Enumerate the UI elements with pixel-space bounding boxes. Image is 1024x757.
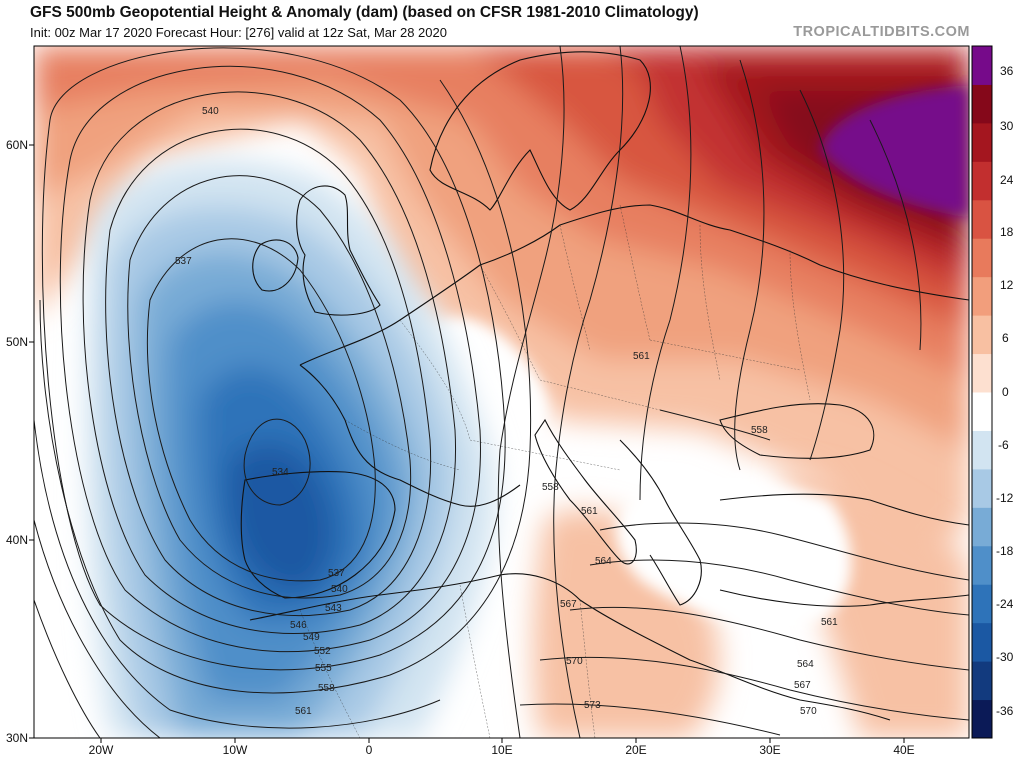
colorbar-segment <box>972 468 992 508</box>
lon-label: 40E <box>893 743 914 757</box>
coastlines <box>240 51 969 721</box>
contour-label: 561 <box>581 506 598 517</box>
contour-label: 537 <box>175 256 192 267</box>
lon-label: 30E <box>759 743 780 757</box>
colorbar-tick-label: -24 <box>996 597 1014 611</box>
lat-label: 50N <box>6 335 28 349</box>
contour-label: 561 <box>295 706 312 717</box>
lon-label: 10E <box>491 743 512 757</box>
contour-label: 564 <box>595 556 612 567</box>
colorbar-tick-label: -36 <box>996 704 1014 718</box>
contour-label: 546 <box>290 620 307 631</box>
colorbar-tick-label: 0 <box>1002 385 1009 399</box>
source-credit: TROPICALTIDBITS.COM <box>793 24 970 40</box>
colorbar-segment <box>972 46 992 85</box>
colorbar-segment <box>972 84 992 124</box>
contour-label: 567 <box>794 680 811 691</box>
lon-label: 0 <box>366 743 373 757</box>
contour-label: 555 <box>315 663 332 674</box>
colorbar-tick-label: -12 <box>996 491 1014 505</box>
colorbar-tick-label: 30 <box>1000 119 1014 133</box>
contour-label: 570 <box>566 656 583 667</box>
colorbar-segment <box>972 699 992 739</box>
colorbar-tick-label: 12 <box>1000 278 1014 292</box>
contour-label: 558 <box>318 683 335 694</box>
contour-label: 540 <box>331 584 348 595</box>
lon-label: 20E <box>625 743 646 757</box>
colorbar-tick-label: -30 <box>996 650 1014 664</box>
lon-label: 20W <box>89 743 114 757</box>
lon-label: 10W <box>223 743 248 757</box>
colorbar-segment <box>972 353 992 393</box>
colorbar <box>972 46 992 739</box>
contour-label: 558 <box>542 482 559 493</box>
colorbar-segment <box>972 122 992 162</box>
contour-label: 564 <box>797 659 814 670</box>
colorbar-tick-label: -18 <box>996 544 1014 558</box>
colorbar-segment <box>972 161 992 201</box>
map-plot <box>34 46 969 738</box>
height-contours <box>34 46 969 738</box>
contour-label: 543 <box>325 603 342 614</box>
contour-label: 573 <box>584 700 601 711</box>
contour-label: 558 <box>751 425 768 436</box>
colorbar-segment <box>972 276 992 316</box>
negative-anomaly-field <box>86 160 496 738</box>
contour-labels: 540 537 534 537 540 543 546 549 552 555 … <box>175 106 838 717</box>
colorbar-segment <box>972 315 992 355</box>
lat-label: 60N <box>6 138 28 152</box>
country-borders <box>299 204 811 738</box>
contour-label: 552 <box>314 646 331 657</box>
colorbar-segment <box>972 199 992 239</box>
colorbar-segment <box>972 584 992 624</box>
contour-label: 570 <box>800 706 817 717</box>
run-info: Init: 00z Mar 17 2020 Forecast Hour: [27… <box>30 25 447 40</box>
contour-label: 549 <box>303 632 320 643</box>
colorbar-segment <box>972 545 992 585</box>
contour-label: 561 <box>633 351 650 362</box>
colorbar-tick-label: 18 <box>1000 225 1014 239</box>
latitude-axis: 60N 50N 40N 30N <box>6 138 34 745</box>
colorbar-tick-label: -6 <box>998 438 1009 452</box>
colorbar-frame <box>971 45 993 739</box>
contour-label: 534 <box>272 467 289 478</box>
colorbar-tick-label: 6 <box>1002 331 1009 345</box>
colorbar-segment <box>972 392 992 431</box>
colorbar-segment <box>972 622 992 662</box>
colorbar-tick-label: 36 <box>1000 64 1014 78</box>
contour-label: 561 <box>821 617 838 628</box>
colorbar-ticks: 36 30 24 18 12 6 0 -6 -12 -18 -24 -30 -3… <box>996 64 1014 718</box>
contour-label: 540 <box>202 106 219 117</box>
colorbar-segment <box>972 507 992 547</box>
contour-label: 537 <box>328 568 345 579</box>
colorbar-tick-label: 24 <box>1000 173 1014 187</box>
lat-label: 30N <box>6 731 28 745</box>
lat-label: 40N <box>6 533 28 547</box>
longitude-axis: 20W 10W 0 10E 20E 30E 40E <box>89 738 915 757</box>
colorbar-segment <box>972 238 992 278</box>
contour-label: 567 <box>560 599 577 610</box>
colorbar-segment <box>972 661 992 701</box>
chart-title: GFS 500mb Geopotential Height & Anomaly … <box>30 4 699 21</box>
colorbar-segment <box>972 430 992 470</box>
